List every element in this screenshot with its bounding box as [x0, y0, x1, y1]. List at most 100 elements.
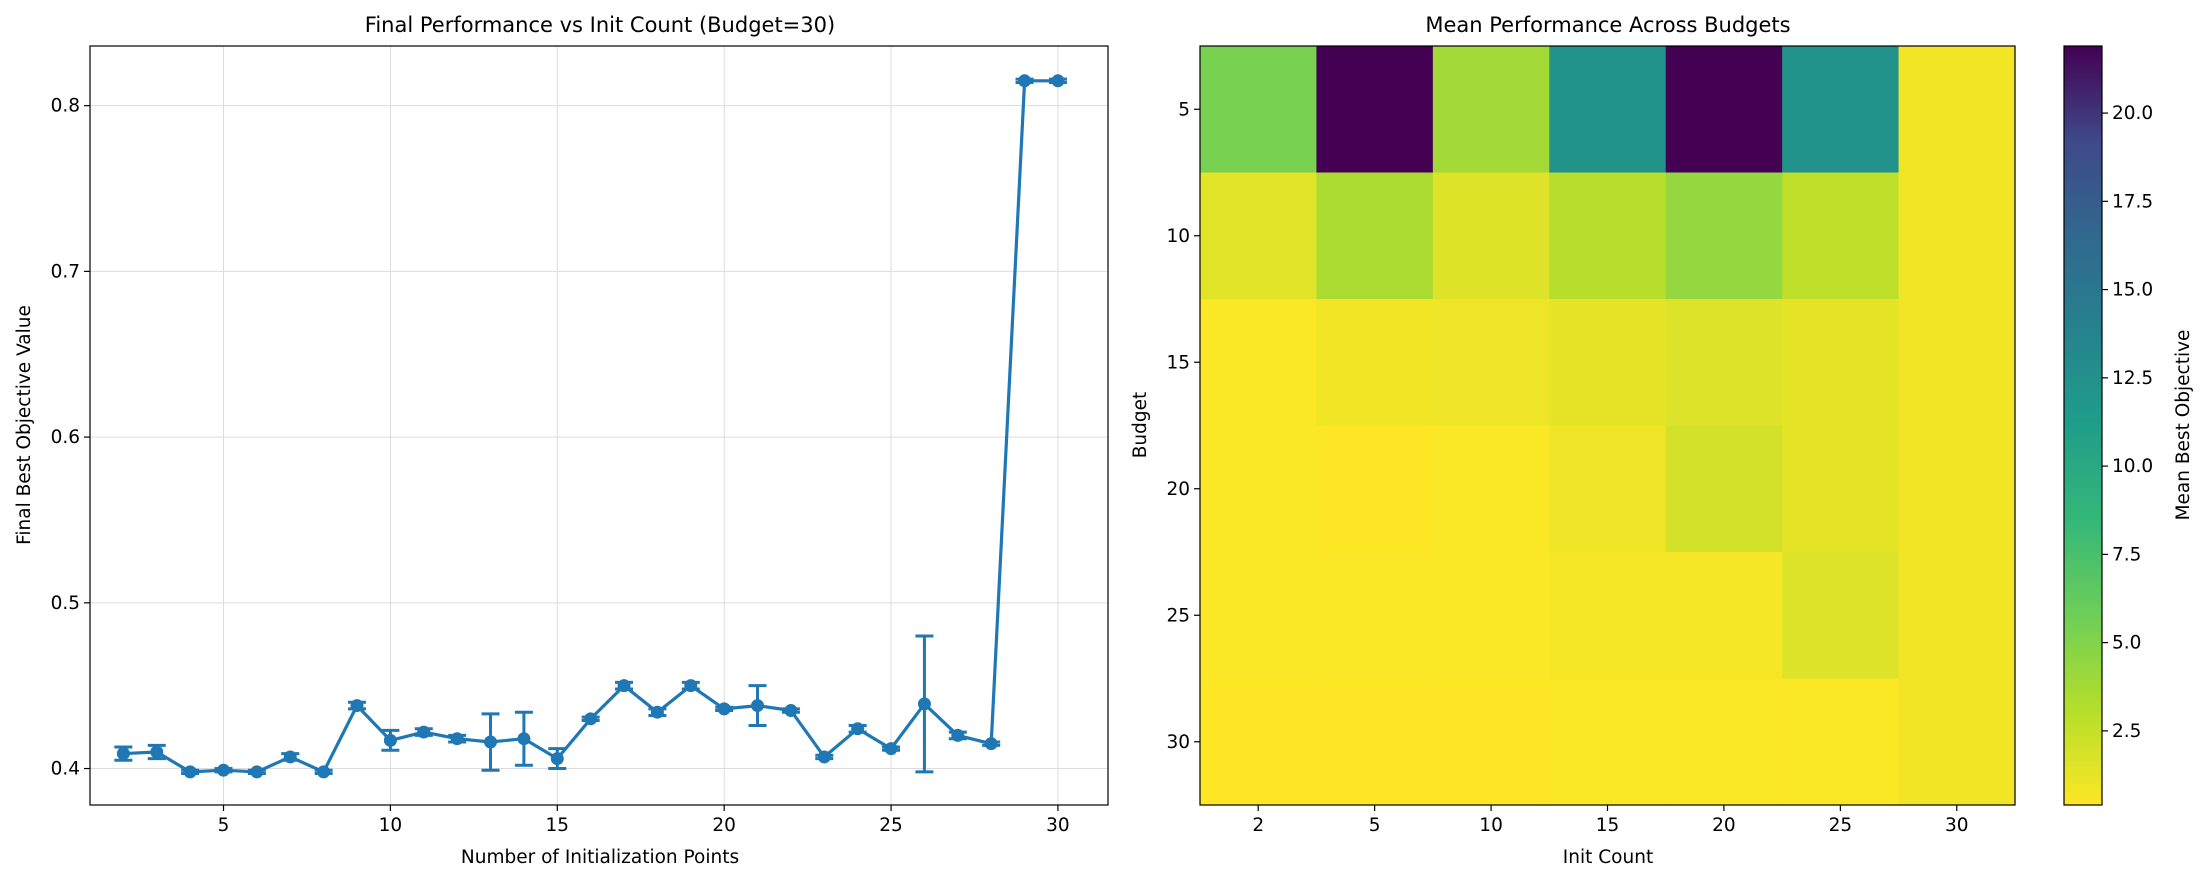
data-point [684, 679, 698, 693]
heatmap-cell [1898, 552, 2016, 680]
data-point [917, 697, 931, 711]
y-tick-label: 0.7 [51, 261, 80, 282]
data-point [484, 735, 498, 749]
data-point [550, 752, 564, 766]
heatmap-cell [1200, 299, 1318, 427]
heatmap-cell [1200, 172, 1318, 300]
heatmap-y-tick-label: 15 [1166, 352, 1190, 373]
heatmap-cell [1898, 678, 2016, 806]
heatmap-cell [1200, 425, 1318, 553]
colorbar-gradient [2063, 45, 2103, 806]
heatmap-cell [1549, 299, 1667, 427]
heatmap-cell [1200, 678, 1318, 806]
heatmap-cell [1665, 172, 1783, 300]
heatmap-cell [1432, 299, 1550, 427]
heatmap-cell [1432, 46, 1550, 174]
heatmap-x-tick-label: 10 [1479, 815, 1503, 836]
data-point [751, 699, 765, 713]
heatmap-x-tick-label: 15 [1596, 815, 1620, 836]
colorbar-label: Mean Best Objective [2173, 330, 2194, 521]
x-tick-label: 30 [1046, 815, 1070, 836]
y-tick-label: 0.8 [51, 96, 80, 117]
heatmap-cell [1432, 678, 1550, 806]
colorbar-tick-label: 17.5 [2112, 191, 2153, 212]
heatmap-cell [1316, 425, 1434, 553]
heatmap-y-tick-label: 10 [1166, 226, 1190, 247]
line-chart-x-label: Number of Initialization Points [461, 847, 739, 868]
heatmap-cell [1432, 425, 1550, 553]
data-point [1051, 74, 1065, 88]
data-point [217, 763, 231, 777]
heatmap-cell [1782, 46, 1900, 174]
x-tick-label: 20 [712, 815, 736, 836]
x-tick-label: 10 [379, 815, 403, 836]
line-chart-grid [90, 46, 1108, 805]
heatmap-y-tick-label: 30 [1166, 732, 1190, 753]
data-point [717, 702, 731, 716]
data-point [317, 765, 331, 779]
heatmap-chart: Mean Performance Across Budgets 2 5 10 15 20… [1130, 13, 2016, 868]
data-point [584, 712, 598, 726]
x-tick-label: 15 [546, 815, 570, 836]
heatmap-cell [1665, 46, 1783, 174]
heatmap-x-tick-label: 2 [1252, 815, 1264, 836]
heatmap-cell [1782, 172, 1900, 300]
heatmap-y-tick-label: 5 [1178, 99, 1190, 120]
heatmap-y-tick-label: 20 [1166, 479, 1190, 500]
y-tick-label: 0.6 [51, 427, 80, 448]
data-point [350, 699, 364, 713]
heatmap-cell [1549, 552, 1667, 680]
data-point [283, 750, 297, 764]
heatmap-cell [1898, 299, 2016, 427]
colorbar-ticks: 2.5 5.0 7.5 10.0 12.5 15.0 17.5 20.0 [2102, 103, 2153, 742]
x-tick-label: 5 [218, 815, 230, 836]
line-chart-frame [89, 45, 1109, 806]
heatmap-cell [1665, 552, 1783, 680]
heatmap-cell [1432, 552, 1550, 680]
heatmap-cell [1549, 425, 1667, 553]
colorbar-tick-label: 20.0 [2112, 103, 2153, 124]
heatmap-cell [1200, 552, 1318, 680]
data-point [951, 728, 965, 742]
series-line [123, 79, 1058, 774]
line-chart-title: Final Performance vs Init Count (Budget=… [365, 13, 835, 37]
heatmap-cell [1782, 678, 1900, 806]
line-chart-y-label: Final Best Objective Value [14, 305, 35, 545]
data-point [1018, 74, 1032, 88]
heatmap-cells [1200, 46, 2016, 806]
data-point [617, 679, 631, 693]
heatmap-cell [1549, 46, 1667, 174]
colorbar: 2.5 5.0 7.5 10.0 12.5 15.0 17.5 20.0 Mean Best … [2063, 45, 2194, 806]
heatmap-y-label: Budget [1130, 392, 1151, 459]
data-point [817, 750, 831, 764]
heatmap-x-tick-label: 25 [1829, 815, 1853, 836]
heatmap-x-tick-label: 5 [1369, 815, 1381, 836]
heatmap-cell [1316, 678, 1434, 806]
heatmap-y-tick-label: 25 [1166, 605, 1190, 626]
data-point [183, 765, 197, 779]
heatmap-cell [1782, 552, 1900, 680]
line-chart-series [114, 74, 1067, 779]
data-point [250, 765, 264, 779]
heatmap-cell [1782, 299, 1900, 427]
line-chart: Final Performance vs Init Count (Budget=… [14, 13, 1109, 868]
heatmap-cell [1549, 678, 1667, 806]
data-point [884, 742, 898, 756]
heatmap-cell [1316, 552, 1434, 680]
data-point [851, 722, 865, 736]
heatmap-cell [1316, 172, 1434, 300]
colorbar-tick-label: 2.5 [2112, 721, 2141, 742]
data-point [650, 705, 664, 719]
colorbar-tick-label: 12.5 [2112, 368, 2153, 389]
heatmap-cell [1665, 425, 1783, 553]
data-point [417, 725, 431, 739]
heatmap-cell [1898, 46, 2016, 174]
line-chart-ticks: 5 10 15 20 25 30 0.4 0.5 0.6 0.7 0.8 [51, 96, 1070, 836]
heatmap-cell [1432, 172, 1550, 300]
x-tick-label: 25 [879, 815, 903, 836]
colorbar-tick-label: 10.0 [2112, 456, 2153, 477]
heatmap-cell [1782, 425, 1900, 553]
heatmap-title: Mean Performance Across Budgets [1425, 13, 1790, 37]
